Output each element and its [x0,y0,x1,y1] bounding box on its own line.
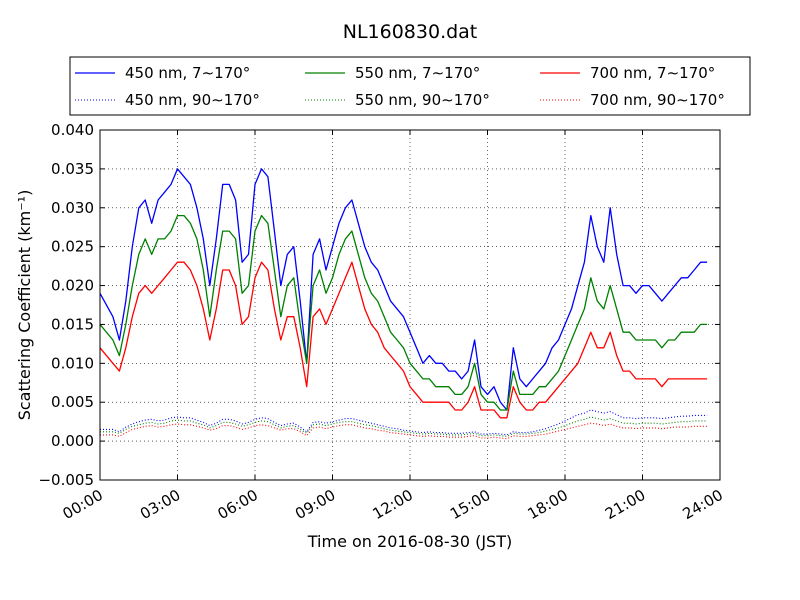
legend-label-2: 550 nm, 7∼170° [355,64,480,82]
y-tick-label: 0.025 [51,238,94,256]
y-tick-label: 0.035 [51,160,94,178]
y-tick-label: −0.005 [38,471,94,489]
legend-label-0: 450 nm, 7∼170° [125,64,250,82]
legend-box [69,56,751,116]
y-tick-label: 0.030 [51,199,94,217]
chart-title: NL160830.dat [343,21,478,43]
y-tick-label: 0.000 [51,432,94,450]
legend-entries: 450 nm, 7∼170° 550 nm, 7∼170° 700 nm, 7∼17… [75,64,725,109]
legend-label-3: 550 nm, 90∼170° [355,91,490,109]
legend: 450 nm, 7∼170° 550 nm, 7∼170° 700 nm, 7∼17… [69,56,751,116]
y-tick-label: 0.040 [51,121,94,139]
series-line-4 [99,261,708,419]
tick-layer [99,129,721,481]
legend-label-4: 700 nm, 7∼170° [590,64,715,82]
legend-label-1: 450 nm, 90∼170° [125,91,260,109]
y-tick-label: 0.015 [51,315,94,333]
y-tick-label: 0.020 [51,277,94,295]
series-line-3 [100,416,708,437]
series-line-1 [100,409,708,436]
x-axis-label: Time on 2016-08-30 (JST) [307,532,512,551]
y-tick-label: 0.005 [51,393,94,411]
y-tick-label: 0.010 [51,354,94,372]
legend-label-5: 700 nm, 90∼170° [590,91,725,109]
y-tick-labels: −0.005 0.000 0.005 0.010 0.015 0.020 0.025 0.03… [38,121,94,489]
series-line-0 [99,168,708,411]
grid-layer [100,130,720,480]
y-axis-label: Scattering Coefficient (km⁻¹) [15,190,34,421]
series-line-2 [99,214,708,411]
series-layer [99,168,708,440]
